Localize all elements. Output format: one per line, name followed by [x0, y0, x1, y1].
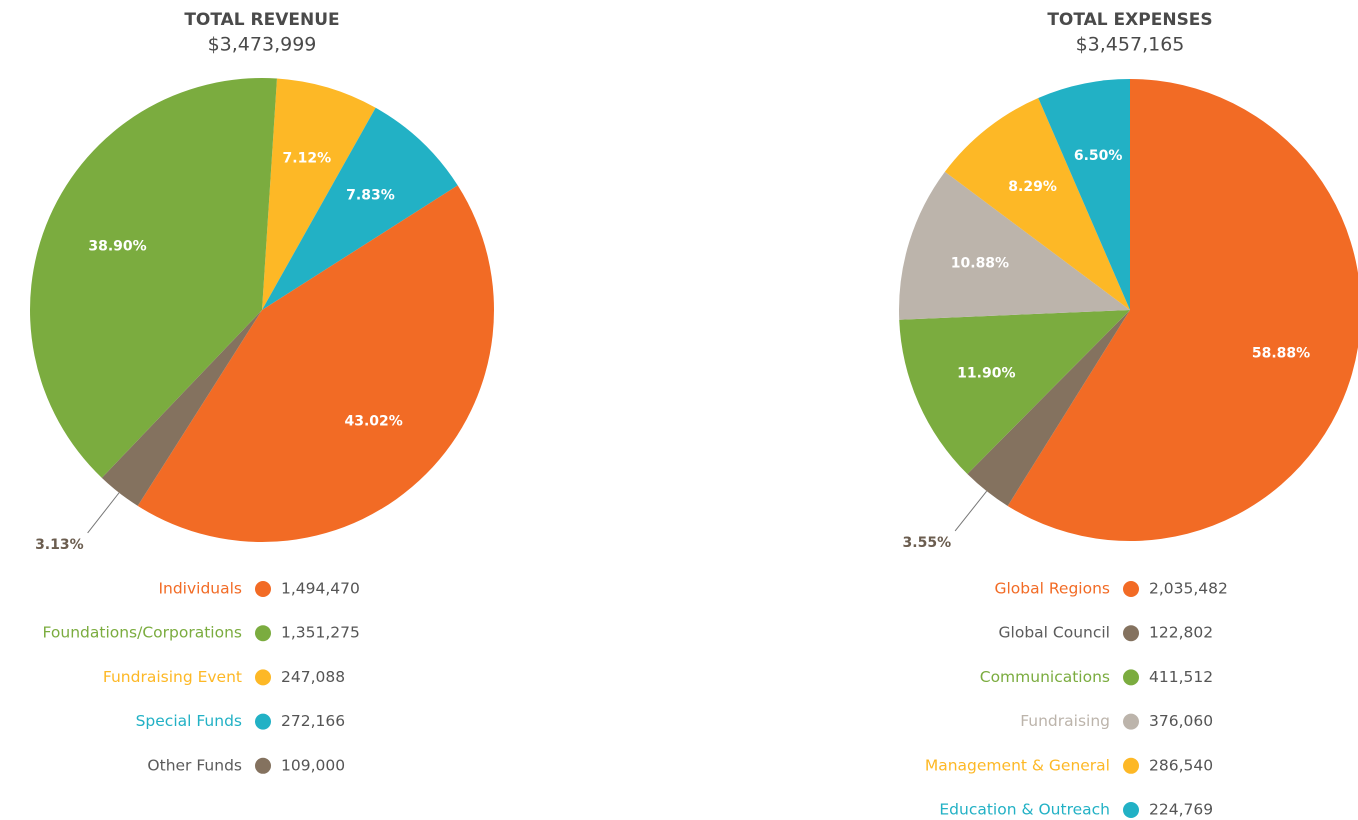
pie-slice: [899, 310, 1130, 475]
legend-swatch: [1123, 625, 1139, 642]
chart-title: TOTAL REVENUE: [184, 10, 339, 30]
pie-slice: [262, 78, 376, 310]
legend-swatch: [1123, 581, 1139, 597]
legend-swatch: [255, 625, 271, 642]
legend-label: Special Funds: [136, 712, 242, 730]
legend-swatch: [1123, 713, 1139, 730]
legend-amount: 1,351,275: [281, 624, 360, 642]
chart-subtitle: $3,473,999: [208, 34, 317, 56]
slice-label: 7.12%: [283, 151, 332, 167]
legend-amount: 122,802: [1149, 624, 1213, 642]
legend-amount: 247,088: [281, 668, 345, 686]
legend-swatch: [255, 713, 271, 730]
pie-slice: [899, 171, 1130, 320]
legend-label: Foundations/Corporations: [43, 624, 242, 642]
leader-line: [87, 492, 120, 534]
pie-slice: [262, 107, 458, 310]
pie-slice: [30, 78, 277, 478]
pie-slice: [1038, 79, 1130, 310]
legend-amount: 272,166: [281, 712, 345, 730]
slice-label: 10.88%: [951, 256, 1009, 272]
legend-swatch: [1123, 802, 1139, 818]
pie-slice: [944, 97, 1130, 310]
slice-label: 3.55%: [903, 535, 952, 551]
legend-amount: 1,494,470: [281, 580, 360, 598]
leader-line: [954, 490, 988, 532]
legend-swatch: [255, 757, 271, 774]
legend-amount: 286,540: [1149, 756, 1213, 774]
chart-title: TOTAL EXPENSES: [1047, 10, 1212, 30]
legend-label: Education & Outreach: [939, 801, 1110, 819]
slice-label: 11.90%: [957, 365, 1015, 381]
legend-label: Other Funds: [147, 756, 242, 774]
legend-amount: 376,060: [1149, 712, 1213, 730]
slice-label: 7.83%: [346, 187, 395, 203]
slice-label: 43.02%: [344, 413, 402, 429]
legend-label: Fundraising Event: [103, 668, 242, 686]
slice-label: 8.29%: [1008, 179, 1057, 195]
legend-label: Communications: [980, 668, 1110, 686]
legend-amount: 411,512: [1149, 668, 1213, 686]
pie-slice: [137, 185, 495, 543]
pie-slice: [967, 310, 1130, 506]
slice-label: 6.50%: [1074, 148, 1123, 164]
legend-label: Individuals: [158, 580, 242, 598]
legend-label: Global Regions: [994, 580, 1110, 598]
slice-label: 3.13%: [35, 537, 84, 553]
slice-label: 38.90%: [88, 239, 146, 255]
legend-swatch: [255, 581, 271, 597]
legend-amount: 224,769: [1149, 801, 1213, 819]
slice-label: 58.88%: [1252, 345, 1310, 361]
chart-subtitle: $3,457,165: [1076, 34, 1185, 56]
pie-slice: [101, 310, 262, 506]
legend-label: Management & General: [925, 756, 1110, 774]
legend-swatch: [1123, 757, 1139, 774]
legend-swatch: [255, 669, 271, 686]
legend-label: Fundraising: [1020, 712, 1110, 730]
legend-amount: 2,035,482: [1149, 580, 1228, 598]
pie-slice: [1007, 79, 1358, 541]
legend-label: Global Council: [999, 624, 1110, 642]
legend-swatch: [1123, 669, 1139, 686]
legend-amount: 109,000: [281, 756, 345, 774]
